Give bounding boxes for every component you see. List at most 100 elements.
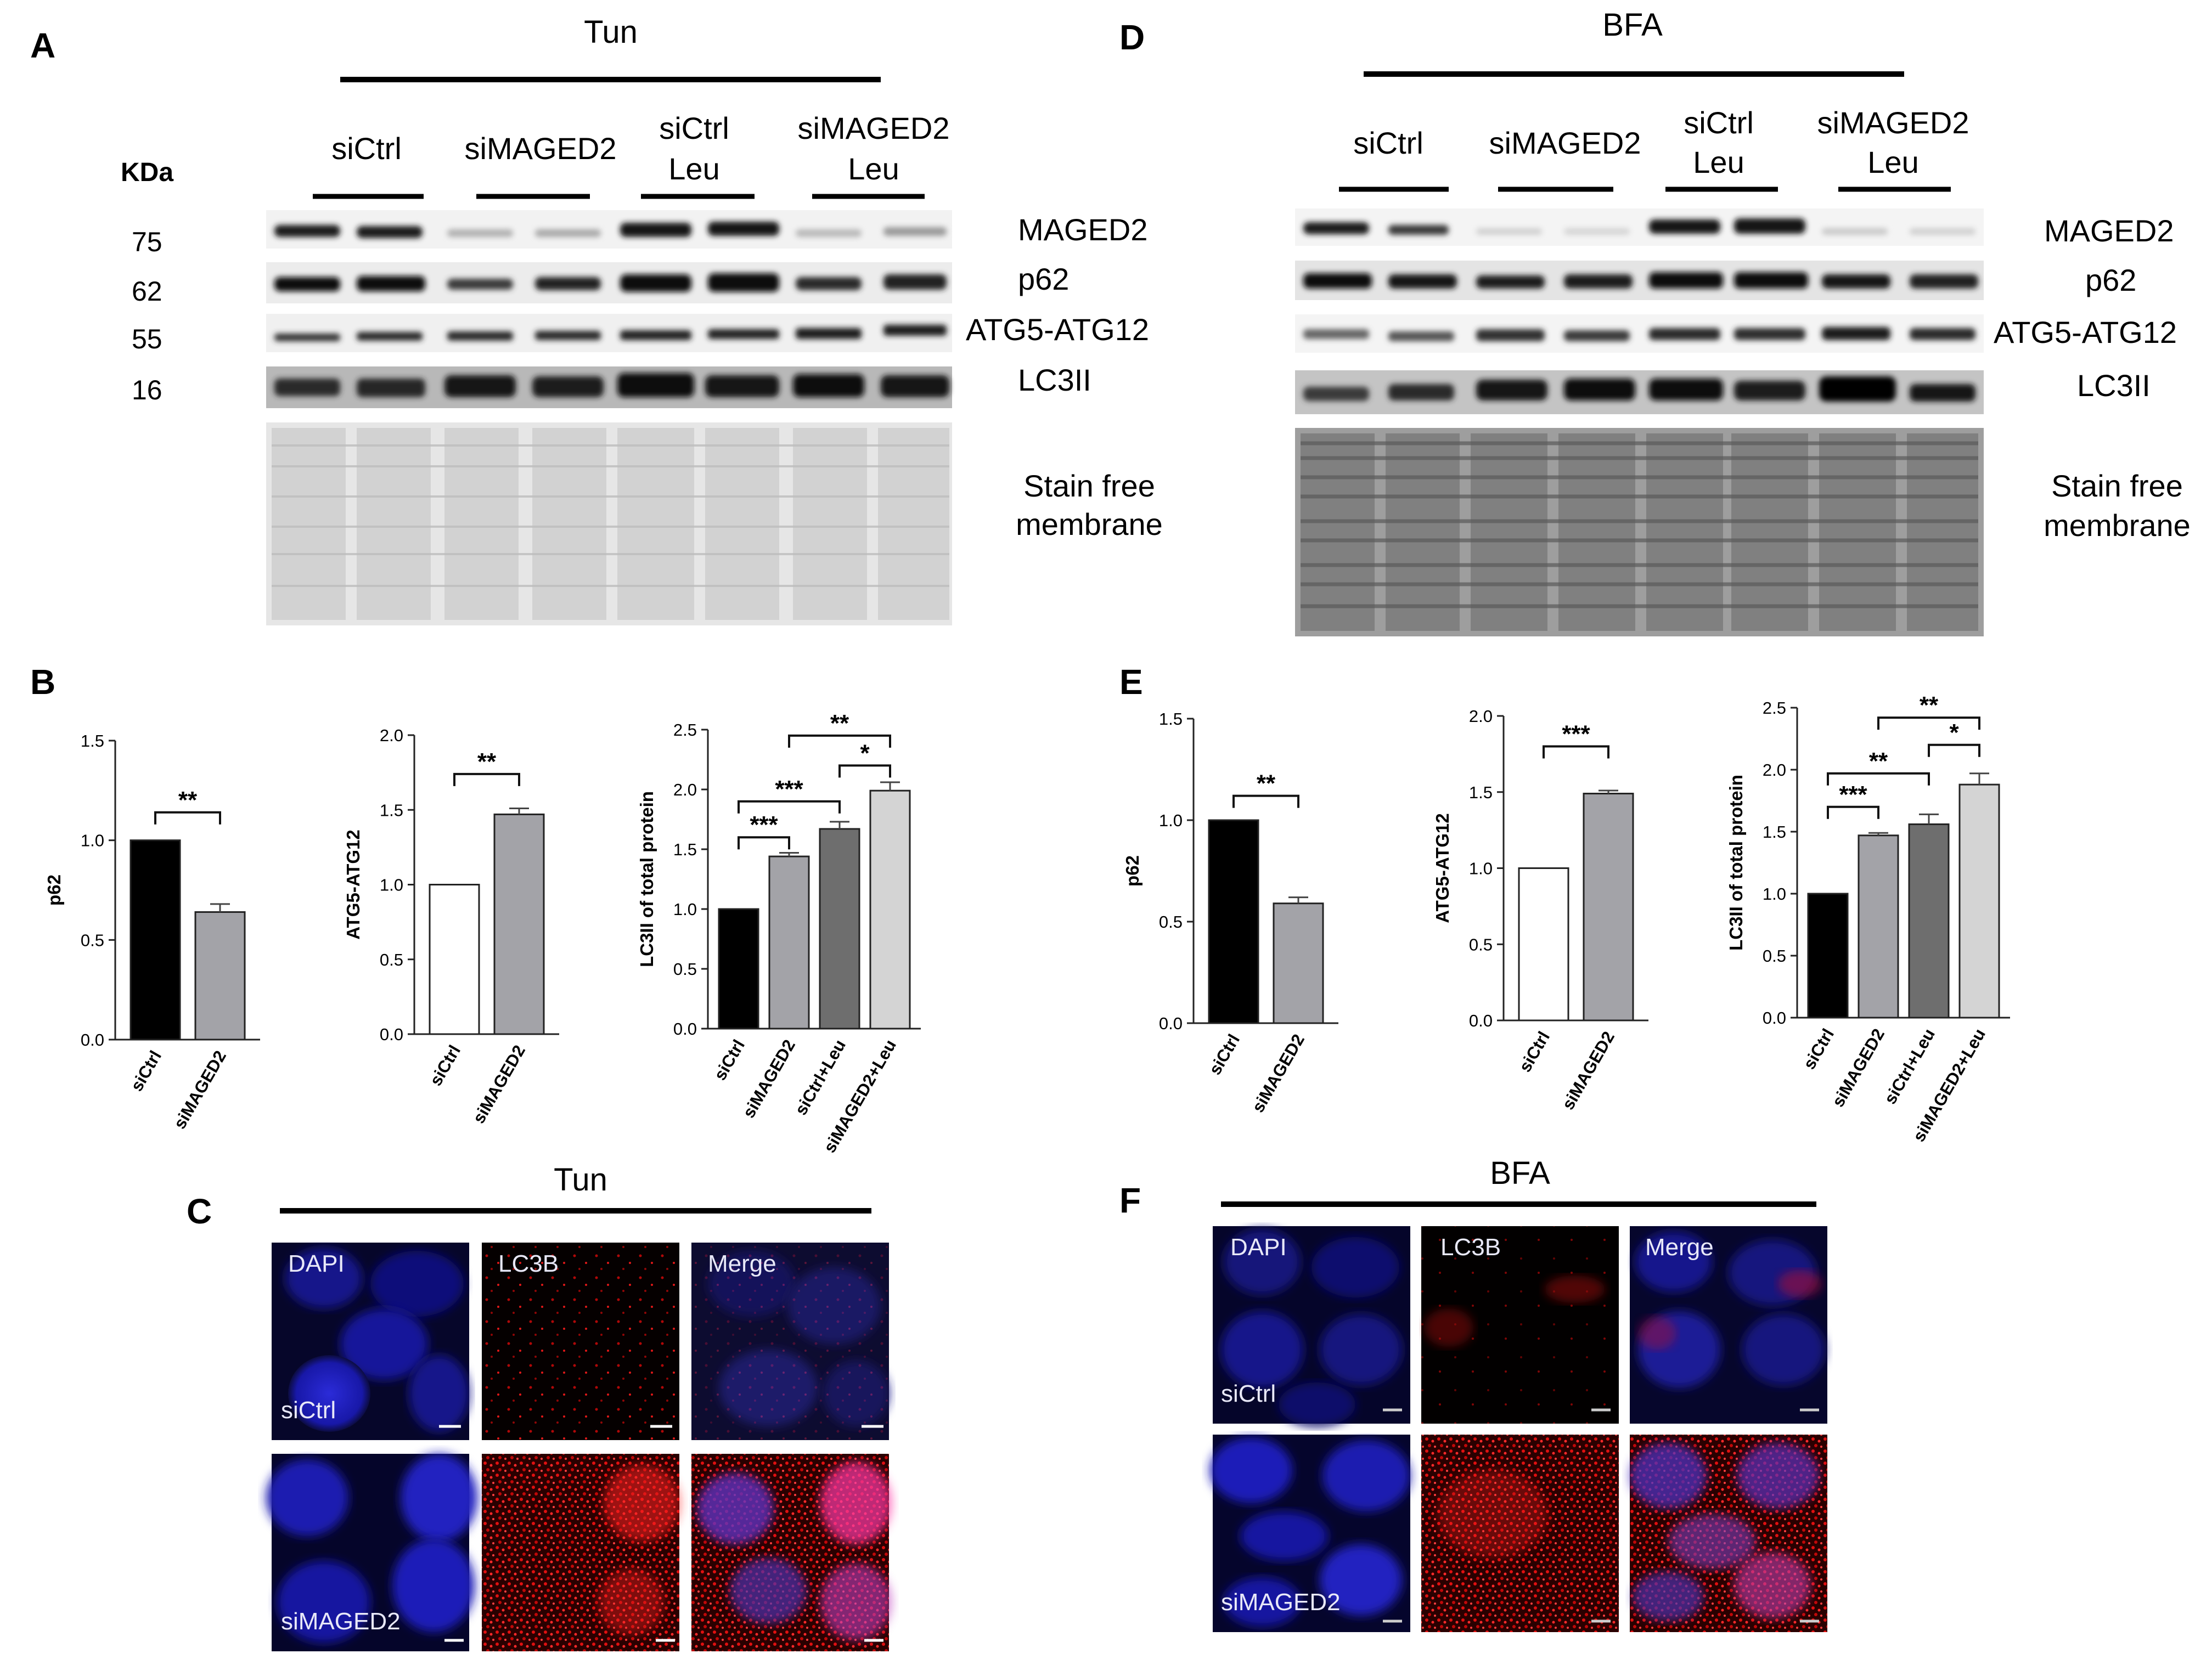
lane-group-sictrl-leu-d-line2: Leu (1693, 145, 1744, 179)
significance-bracket (738, 836, 790, 850)
y-axis-label: LC3II of total protein (637, 791, 657, 967)
category-label: siCtrl (426, 1042, 464, 1089)
micro-c-label-merge: Merge (708, 1250, 776, 1277)
category-label: siMAGED2 (1248, 1031, 1309, 1116)
significance-label: ** (1920, 692, 1939, 719)
significance-bracket (838, 764, 891, 778)
category-label: siMAGED2 (1558, 1028, 1619, 1113)
y-axis-label: LC3II of total protein (1726, 775, 1746, 951)
chart-b1: 0.0 0.5 1.0 1.5 p62 siCtrl siMAGED2 ** (44, 731, 260, 1132)
category-label: siCtrl (1799, 1025, 1838, 1073)
bar-sictrl (429, 884, 480, 1035)
micro-c-simaged2-dapi (266, 1454, 477, 1651)
blot-strip-p62-d (1295, 261, 1984, 300)
panel-label-d: D (1119, 18, 1145, 57)
y-tick-label: 1.5 (81, 731, 104, 750)
micro-c-label-lc3b: LC3B (498, 1250, 559, 1277)
stain-free-label-a-line2: membrane (1016, 507, 1163, 541)
blot-strip-lc3ii-d (1295, 370, 1984, 414)
significance-bracket (1827, 772, 1930, 786)
y-tick-label: 0.5 (1763, 946, 1786, 966)
blot-strip-atg5-atg12-a (266, 314, 952, 352)
bar-simaged2 (1858, 834, 1899, 1019)
blot-strip-p62-a (266, 262, 952, 303)
significance-label: * (1949, 719, 1959, 746)
kda-75: 75 (132, 227, 162, 257)
micro-c-row-simaged2: siMAGED2 (281, 1608, 401, 1635)
lane-group-simaged2-leu: siMAGED2 (798, 111, 950, 145)
y-tick-label: 1.0 (1159, 811, 1183, 830)
y-tick-label: 0.0 (1159, 1014, 1183, 1033)
significance-bracket (453, 772, 520, 786)
category-label: siCtrl+Leu (1881, 1025, 1939, 1108)
y-tick-label: 0.0 (1469, 1011, 1493, 1030)
kda-62: 62 (132, 276, 162, 307)
bar-simaged2 (1273, 902, 1324, 1024)
panel-label-e: E (1119, 662, 1143, 702)
bar-sictrl (718, 908, 759, 1030)
bar-sictrl-leu (1908, 823, 1950, 1019)
category-label: siCtrl (1515, 1028, 1554, 1075)
lane-group-sictrl-d: siCtrl (1353, 126, 1423, 160)
blot-strip-maged2-d (1295, 208, 1984, 246)
micro-f-row-sictrl: siCtrl (1221, 1380, 1276, 1407)
micro-c-sictrl-merge (691, 1243, 889, 1440)
y-tick-label: 1.5 (1763, 822, 1786, 842)
kda-55: 55 (132, 324, 162, 354)
lane-group-sictrl: siCtrl (331, 131, 402, 166)
y-tick-label: 1.5 (1469, 783, 1493, 802)
blot-label-atg5-atg12-a: ATG5-ATG12 (966, 312, 1149, 347)
micro-f-row-simaged2: siMAGED2 (1221, 1589, 1341, 1616)
micro-f-sictrl-lc3b (1421, 1226, 1619, 1424)
y-tick-label: 0.0 (81, 1030, 104, 1049)
blot-strip-maged2-a (266, 210, 952, 249)
micro-c-simaged2-merge (691, 1454, 892, 1651)
significance-label: *** (1839, 781, 1867, 808)
lane-group-simaged2-d: siMAGED2 (1489, 126, 1641, 160)
stain-free-label-a-line1: Stain free (1023, 469, 1155, 503)
y-tick-label: 2.5 (1763, 698, 1786, 718)
chart-e1: 0.0 0.5 1.0 1.5 p62 siCtrl siMAGED2 ** (1122, 709, 1338, 1116)
bar-sictrl-leu (819, 828, 860, 1030)
micro-f-sictrl-merge (1630, 1226, 1827, 1424)
significance-label: ** (1257, 770, 1276, 797)
blot-strip-atg5-atg12-d (1295, 314, 1984, 353)
stain-free-membrane-a (266, 422, 952, 625)
bar-sictrl (1518, 867, 1569, 1022)
bar-sictrl (1807, 893, 1849, 1019)
y-tick-label: 0.5 (380, 950, 403, 969)
bar-sictrl (130, 839, 181, 1041)
treatment-label-tun-micro: Tun (554, 1162, 607, 1198)
blot-label-p62-d: p62 (2085, 263, 2136, 297)
stain-free-label-d-line2: membrane (2044, 508, 2191, 543)
micro-c-row-sictrl: siCtrl (281, 1397, 336, 1424)
y-tick-label: 0.0 (673, 1019, 697, 1039)
lane-group-simaged2: siMAGED2 (465, 131, 617, 166)
y-tick-label: 0.5 (1159, 912, 1183, 932)
y-axis-label: ATG5-ATG12 (1432, 813, 1453, 923)
lane-group-sictrl-leu-d: siCtrl (1684, 105, 1754, 140)
micro-c-label-dapi: DAPI (288, 1250, 345, 1277)
significance-bracket (1543, 745, 1609, 759)
category-label: siCtrl+Leu (791, 1036, 850, 1119)
treatment-label-tun-blot: Tun (584, 14, 638, 50)
micro-f-label-lc3b: LC3B (1440, 1234, 1501, 1261)
blot-label-maged2-d: MAGED2 (2044, 213, 2174, 248)
y-tick-label: 1.0 (1763, 884, 1786, 904)
micro-f-label-dapi: DAPI (1230, 1234, 1287, 1261)
y-tick-label: 0.0 (1763, 1008, 1786, 1028)
lane-group-sictrl-leu-line2: Leu (668, 151, 719, 186)
bar-simaged2 (768, 855, 810, 1030)
significance-bracket (154, 811, 221, 825)
chart-b2: 0.0 0.5 1.0 1.5 2.0 ATG5-ATG12 siCtrl siMAGED2 *… (343, 726, 559, 1127)
chart-e2: 0.0 0.5 1.0 1.5 2.0 ATG5-ATG12 siCtrl siMAGED2 *… (1432, 707, 1648, 1113)
y-axis-label: p62 (44, 874, 64, 906)
bar-simaged2-leu (1958, 783, 2000, 1019)
category-label: siMAGED2 (469, 1042, 530, 1127)
y-tick-label: 0.5 (81, 930, 104, 950)
micro-c-sictrl-lc3b (482, 1243, 679, 1440)
lane-group-simaged2-leu-d: siMAGED2 (1817, 105, 1969, 140)
panel-label-f: F (1119, 1181, 1141, 1220)
significance-label: *** (775, 776, 803, 803)
